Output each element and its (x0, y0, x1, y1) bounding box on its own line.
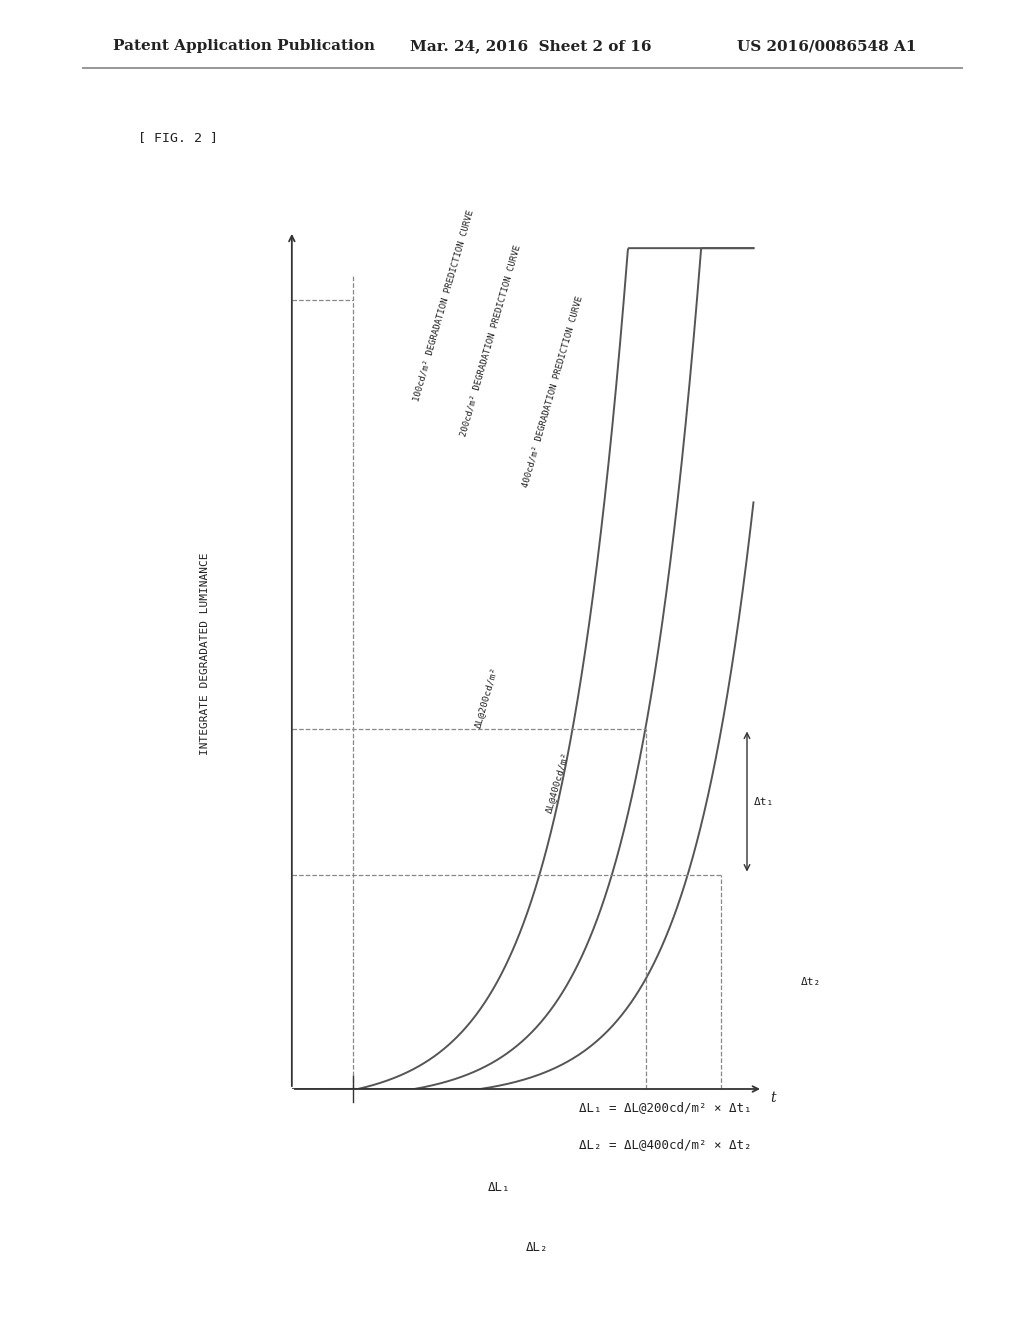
Text: INTEGRATE DEGRADATED LUMINANCE: INTEGRATE DEGRADATED LUMINANCE (200, 552, 210, 755)
Text: ΔL₁ = ΔL@200cd/m² × Δt₁: ΔL₁ = ΔL@200cd/m² × Δt₁ (579, 1101, 751, 1114)
Text: 100cd/m² DEGRADATION PREDICTION CURVE: 100cd/m² DEGRADATION PREDICTION CURVE (412, 209, 475, 403)
Text: ΔL@400cd/m²: ΔL@400cd/m² (544, 751, 570, 814)
Text: ΔL@200cd/m²: ΔL@200cd/m² (473, 665, 500, 729)
Text: ΔL₂ = ΔL@400cd/m² × Δt₂: ΔL₂ = ΔL@400cd/m² × Δt₂ (579, 1138, 751, 1151)
Text: [ FIG. 2 ]: [ FIG. 2 ] (138, 131, 218, 144)
Text: 200cd/m² DEGRADATION PREDICTION CURVE: 200cd/m² DEGRADATION PREDICTION CURVE (459, 243, 522, 437)
Text: US 2016/0086548 A1: US 2016/0086548 A1 (737, 40, 916, 53)
Text: Δt₁: Δt₁ (754, 796, 774, 807)
Text: 400cd/m² DEGRADATION PREDICTION CURVE: 400cd/m² DEGRADATION PREDICTION CURVE (520, 294, 584, 488)
Text: Patent Application Publication: Patent Application Publication (113, 40, 375, 53)
Text: Mar. 24, 2016  Sheet 2 of 16: Mar. 24, 2016 Sheet 2 of 16 (410, 40, 651, 53)
Text: ΔL₂: ΔL₂ (526, 1241, 548, 1254)
Text: ΔL₁: ΔL₁ (488, 1181, 511, 1195)
Text: Δt₂: Δt₂ (801, 977, 821, 987)
Text: t: t (770, 1090, 775, 1105)
